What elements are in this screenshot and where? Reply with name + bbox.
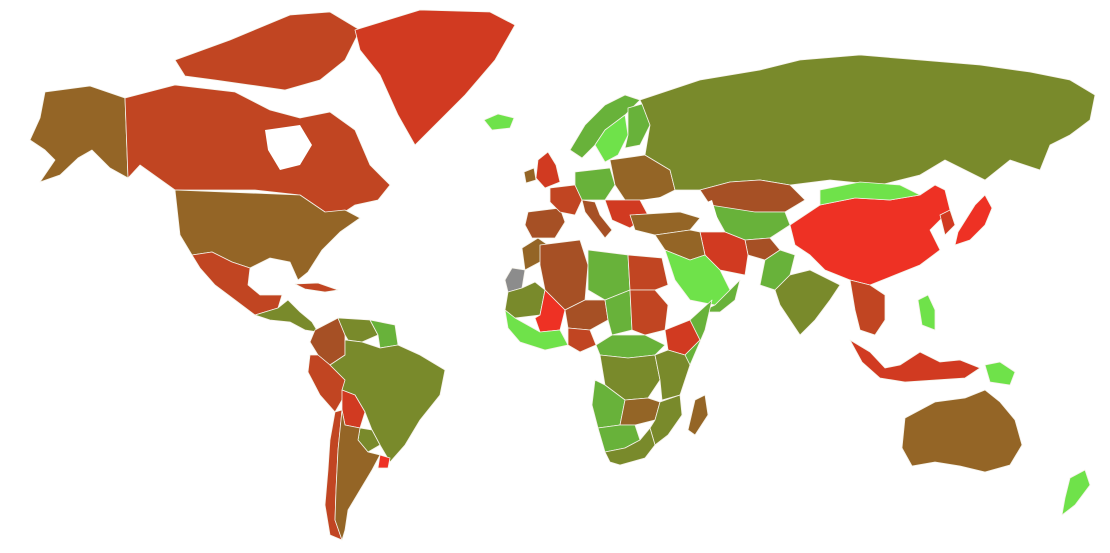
greenland[interactable]: [354, 9, 516, 146]
papua-new-guinea[interactable]: [984, 361, 1016, 386]
iceland[interactable]: [483, 113, 515, 131]
central-america[interactable]: [254, 299, 319, 333]
cuba[interactable]: [294, 282, 339, 293]
korea[interactable]: [939, 209, 956, 236]
japan[interactable]: [954, 194, 993, 246]
east-africa[interactable]: [654, 349, 691, 401]
sudan[interactable]: [629, 289, 669, 336]
mozambique[interactable]: [649, 394, 683, 446]
central-africa[interactable]: [595, 334, 666, 359]
madagascar[interactable]: [687, 394, 709, 436]
australia[interactable]: [901, 389, 1023, 473]
new-zealand[interactable]: [1061, 469, 1091, 516]
iberia[interactable]: [524, 207, 566, 239]
china[interactable]: [789, 184, 951, 286]
mainland-southeast-asia[interactable]: [849, 279, 886, 336]
black-sea: [640, 196, 672, 212]
united-kingdom[interactable]: [535, 151, 561, 189]
canadian-arctic-islands[interactable]: [174, 11, 361, 91]
italy[interactable]: [581, 199, 613, 239]
argentina[interactable]: [334, 409, 381, 541]
uruguay[interactable]: [377, 454, 391, 469]
india[interactable]: [774, 269, 841, 336]
russia[interactable]: [639, 54, 1096, 191]
egypt[interactable]: [627, 254, 669, 291]
philippines[interactable]: [917, 294, 936, 331]
brazil[interactable]: [329, 339, 446, 463]
central-europe[interactable]: [574, 167, 616, 201]
hudson-bay: [265, 125, 312, 170]
caspian-sea: [700, 200, 718, 232]
mexico[interactable]: [191, 251, 283, 316]
iraq-syria[interactable]: [654, 229, 706, 261]
south-africa[interactable]: [604, 427, 656, 466]
ireland[interactable]: [523, 167, 537, 184]
alaska[interactable]: [29, 85, 129, 183]
nigeria[interactable]: [567, 327, 597, 353]
indonesia[interactable]: [849, 339, 981, 383]
mongolia[interactable]: [819, 181, 921, 206]
chad[interactable]: [604, 289, 633, 336]
map-regions: [29, 9, 1096, 541]
western-sahara[interactable]: [504, 267, 526, 293]
map-water-bodies: [265, 125, 718, 232]
